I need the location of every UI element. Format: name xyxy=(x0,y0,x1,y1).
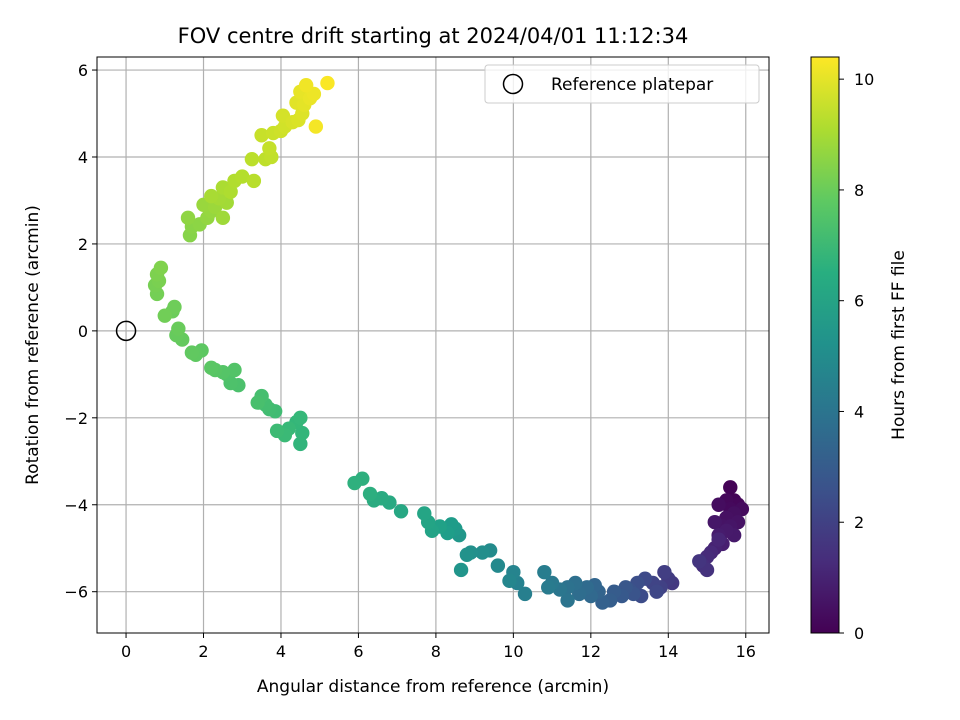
data-point xyxy=(393,504,409,519)
data-point xyxy=(320,75,335,91)
data-point xyxy=(711,532,726,547)
data-point xyxy=(475,545,490,560)
data-point xyxy=(453,562,469,578)
data-point xyxy=(347,475,362,491)
data-point xyxy=(215,210,231,226)
y-tick-label: 4 xyxy=(78,148,88,167)
data-point xyxy=(246,173,262,189)
data-point xyxy=(502,573,517,589)
x-tick-label: 6 xyxy=(353,642,363,661)
data-point xyxy=(254,128,269,143)
data-point xyxy=(223,184,238,199)
data-point xyxy=(244,151,260,167)
colorbar-label: Hours from first FF file xyxy=(889,250,909,440)
colorbar-tick-label: 4 xyxy=(854,402,864,421)
colorbar-tick-label: 6 xyxy=(854,292,864,311)
y-axis-label: Rotation from reference (arcmin) xyxy=(23,205,43,485)
data-point xyxy=(293,436,308,452)
colorbar xyxy=(810,56,840,634)
data-point xyxy=(204,188,219,204)
data-point xyxy=(295,425,310,441)
data-point xyxy=(541,580,556,595)
x-tick-label: 16 xyxy=(736,642,756,661)
data-point xyxy=(204,360,219,376)
x-tick-label: 0 xyxy=(121,642,131,661)
y-tick-label: −2 xyxy=(64,409,88,428)
legend: Reference platepar xyxy=(484,64,760,104)
plot-frame xyxy=(96,56,770,634)
y-tick-label: 6 xyxy=(78,61,88,80)
scatter-points xyxy=(147,75,750,610)
data-point xyxy=(723,480,738,495)
data-point xyxy=(167,299,182,315)
chart-title: FOV centre drift starting at 2024/04/01 … xyxy=(178,24,689,48)
data-point xyxy=(537,564,552,580)
data-point xyxy=(298,78,314,93)
y-tick-label: 0 xyxy=(78,322,88,341)
data-point xyxy=(711,497,726,512)
y-tick-label: −4 xyxy=(64,496,88,515)
data-point xyxy=(417,506,432,521)
data-point xyxy=(459,547,475,562)
data-point xyxy=(308,119,324,134)
x-tick-label: 4 xyxy=(276,642,286,661)
legend-box xyxy=(484,64,760,104)
data-point xyxy=(560,593,575,608)
y-tick-label: −6 xyxy=(64,583,88,602)
data-point xyxy=(657,564,672,580)
legend-marker xyxy=(502,73,524,95)
data-point xyxy=(157,308,172,323)
x-axis-label: Angular distance from reference (arcmin) xyxy=(257,677,609,697)
data-point xyxy=(572,586,587,602)
data-point xyxy=(250,395,265,410)
data-point xyxy=(517,586,533,602)
x-axis-ticks: 0 2 4 6 8 10 12 14 16 xyxy=(121,633,756,661)
data-point xyxy=(269,423,285,439)
y-tick-label: 2 xyxy=(78,235,88,254)
data-point xyxy=(227,362,242,378)
data-point xyxy=(171,321,186,336)
colorbar-tick-label: 0 xyxy=(854,624,864,643)
data-point xyxy=(595,595,610,610)
x-tick-label: 12 xyxy=(581,642,601,661)
data-point xyxy=(362,486,378,502)
data-point xyxy=(649,584,664,599)
grid xyxy=(97,57,769,633)
data-point xyxy=(184,345,200,360)
colorbar-ticks: 0 2 4 6 8 10 xyxy=(839,70,874,643)
data-point xyxy=(293,410,308,426)
data-point xyxy=(180,210,196,226)
data-point xyxy=(490,558,506,573)
x-tick-label: 8 xyxy=(431,642,441,661)
x-tick-label: 14 xyxy=(658,642,678,661)
x-tick-label: 2 xyxy=(198,642,208,661)
reference-point-marker xyxy=(115,320,137,342)
data-point xyxy=(235,169,250,184)
data-point xyxy=(262,141,277,156)
data-point xyxy=(707,514,722,530)
y-axis-ticks: −6 −4 −2 0 2 4 6 xyxy=(64,61,97,602)
x-tick-label: 10 xyxy=(503,642,523,661)
legend-label: Reference platepar xyxy=(551,75,713,95)
data-point xyxy=(692,554,707,569)
data-point xyxy=(153,260,169,276)
colorbar-tick-label: 8 xyxy=(854,181,864,200)
colorbar-tick-label: 10 xyxy=(854,70,874,89)
colorbar-tick-label: 2 xyxy=(854,513,864,532)
